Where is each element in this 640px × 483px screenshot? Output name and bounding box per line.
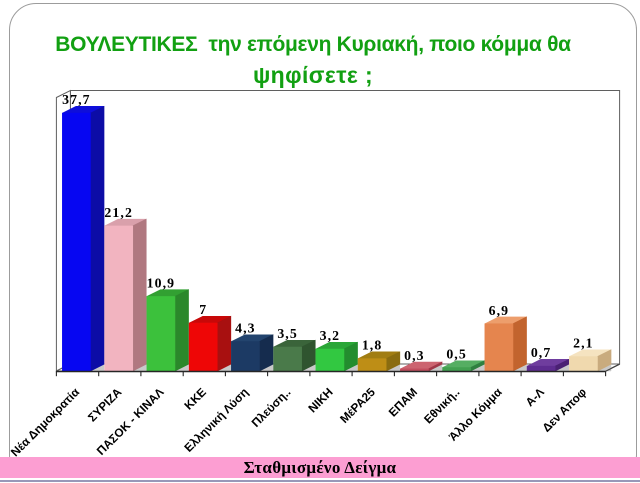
svg-text:Νέα Δημοκρατία: Νέα Δημοκρατία [8,384,83,459]
svg-text:2,1: 2,1 [573,336,594,351]
svg-text:ΜέΡΑ25: ΜέΡΑ25 [337,385,378,426]
svg-text:ΣΥΡΙΖΑ: ΣΥΡΙΖΑ [85,385,125,425]
svg-text:1,8: 1,8 [362,338,383,353]
svg-text:10,9: 10,9 [147,276,176,291]
svg-text:ΝΙΚΗ: ΝΙΚΗ [305,385,335,415]
svg-text:0,3: 0,3 [404,348,425,363]
svg-text:3,5: 3,5 [277,326,298,341]
svg-text:Α-Λ: Α-Λ [523,385,547,409]
svg-text:0,5: 0,5 [446,347,467,362]
svg-text:Πλεύση..: Πλεύση.. [249,385,294,430]
svg-text:Εθνική..: Εθνική.. [421,385,462,426]
svg-text:3,2: 3,2 [320,328,341,343]
svg-text:0,7: 0,7 [531,345,552,360]
svg-text:ΕΠΑΜ: ΕΠΑΜ [386,385,421,420]
svg-text:4,3: 4,3 [235,321,256,336]
svg-text:21,2: 21,2 [104,205,133,220]
svg-text:Δεν Αποφ: Δεν Αποφ [539,385,589,435]
svg-text:7: 7 [199,302,207,317]
svg-text:6,9: 6,9 [489,303,510,318]
svg-text:37,7: 37,7 [62,92,91,107]
svg-text:ΚΚΕ: ΚΚΕ [181,385,209,413]
